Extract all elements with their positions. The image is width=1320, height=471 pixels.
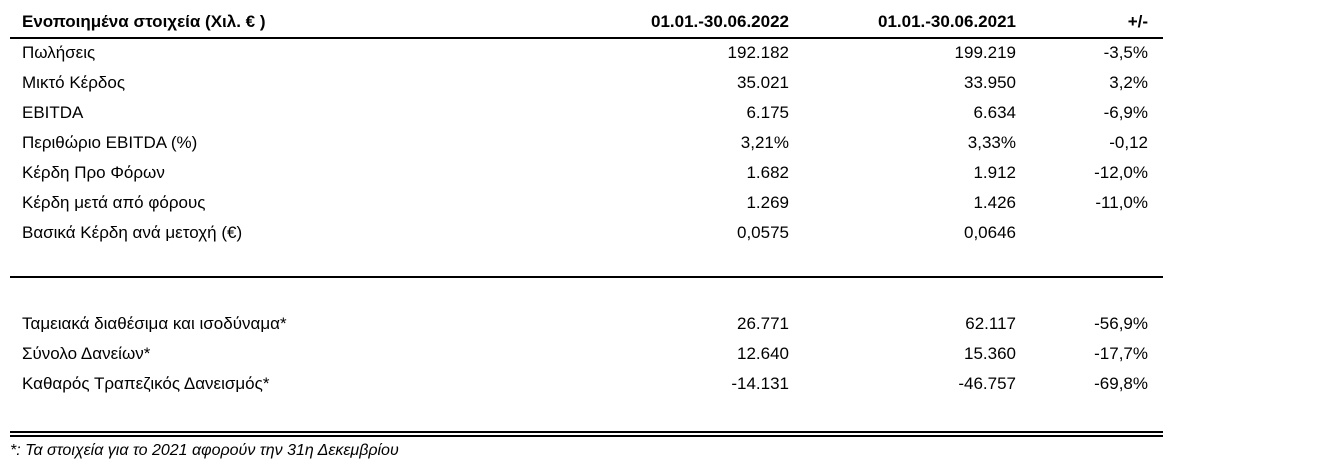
row-value: -6,9% [1103, 103, 1148, 122]
row-value: 192.182 [727, 43, 789, 62]
row-value: 12.640 [737, 344, 789, 363]
header-cell: Ενοποιημένα στοιχεία (Χιλ. € ) [22, 12, 266, 31]
row-value: 0,0575 [737, 223, 789, 242]
row-value: -11,0% [1095, 193, 1148, 212]
row-value: 1.682 [746, 163, 789, 182]
footnote: *: Τα στοιχεία για το 2021 αφορούν την 3… [10, 442, 399, 459]
row-label: EBITDA [22, 103, 84, 122]
row-value: -14.131 [731, 374, 789, 393]
row-value: 1.426 [973, 193, 1016, 212]
row-value: -46.757 [958, 374, 1016, 393]
row-value: 33.950 [964, 73, 1016, 92]
row-value: 1.269 [746, 193, 789, 212]
row-value: -3,5% [1103, 43, 1148, 62]
row-label: Καθαρός Τραπεζικός Δανεισμός* [22, 374, 270, 393]
row-value: -0,12 [1109, 133, 1148, 152]
row-value: 3,2% [1109, 73, 1148, 92]
header-cell: 01.01.-30.06.2021 [877, 12, 1016, 31]
row-label: Πωλήσεις [22, 43, 96, 62]
row-label: Ταμειακά διαθέσιμα και ισοδύναμα* [22, 314, 287, 333]
row-label: Περιθώριο EBITDA (%) [22, 133, 198, 152]
row-value: 199.219 [954, 43, 1016, 62]
row-value: 1.912 [973, 163, 1016, 182]
row-label: Κέρδη μετά από φόρους [22, 193, 206, 212]
row-value: 35.021 [737, 73, 789, 92]
row-value: 15.360 [964, 344, 1016, 363]
section-rule [10, 276, 1163, 278]
row-value: 62.117 [965, 314, 1016, 333]
row-label: Μικτό Κέρδος [22, 73, 126, 92]
row-value: -69,8% [1094, 374, 1148, 393]
row-value: -17,7% [1094, 344, 1148, 363]
row-value: 0,0646 [964, 223, 1016, 242]
row-value: -56,9% [1094, 314, 1148, 333]
row-value: 3,33% [967, 133, 1016, 152]
header-cell: 01.01.-30.06.2022 [650, 12, 789, 31]
row-label: Σύνολο Δανείων* [22, 344, 151, 363]
row-label: Κέρδη Προ Φόρων [22, 163, 165, 182]
row-value: -12,0% [1094, 163, 1148, 182]
row-value: 6.175 [746, 103, 789, 122]
row-label: Βασικά Κέρδη ανά μετοχή (€) [22, 223, 243, 242]
row-value: 26.771 [737, 314, 789, 333]
header-rule [10, 37, 1163, 39]
row-value: 6.634 [973, 103, 1016, 122]
double-rule-top [10, 431, 1163, 433]
row-value: 3,21% [740, 133, 789, 152]
double-rule-bottom [10, 435, 1163, 437]
header-cell: +/- [1127, 12, 1148, 31]
